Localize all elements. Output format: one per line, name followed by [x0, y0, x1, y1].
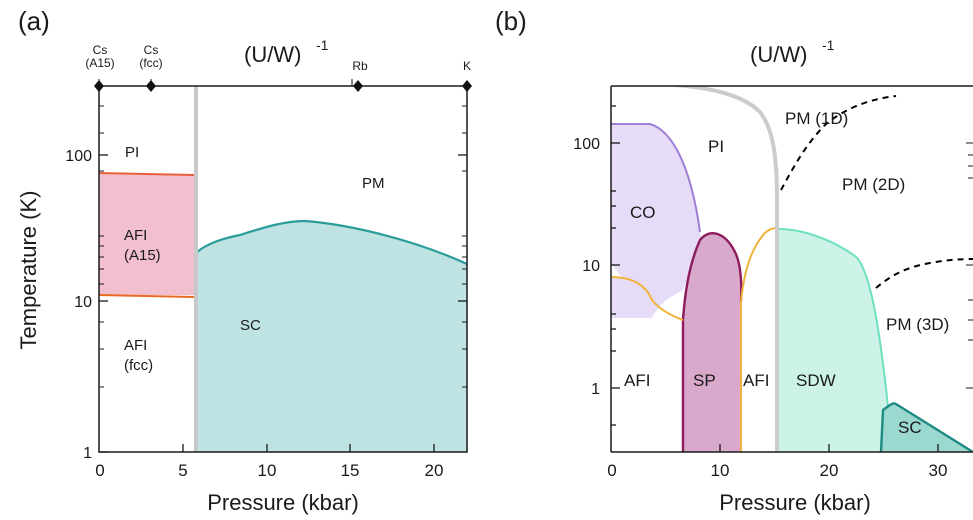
sc-region-fill — [197, 221, 467, 452]
x-axis-label-b: Pressure (kbar) — [719, 490, 871, 515]
top-axis-exponent-a: -1 — [316, 37, 329, 53]
x-tick-label-b-30: 30 — [929, 461, 948, 480]
region-label-pi-b: PI — [708, 137, 724, 156]
sdw-region-fill — [779, 229, 888, 452]
sc-region-fill-b — [881, 403, 973, 452]
y-axis-label-a: Temperature (K) — [16, 191, 41, 350]
afi-a15-region-fill — [99, 173, 195, 295]
panel-b-y-ticks — [611, 105, 620, 426]
region-sublabel-afi-a15: (A15) — [124, 247, 161, 264]
co-boundary-line — [611, 123, 701, 233]
y-tick-label-b-1: 1 — [591, 381, 600, 398]
x-tick-label-a-5: 5 — [178, 461, 187, 480]
top-marker-sublabel-cs-a15: (A15) — [85, 56, 114, 70]
x-tick-label-a-20: 20 — [425, 461, 444, 480]
panel-b: (b) (U/W) -1 — [495, 6, 973, 515]
x-tick-label-a-15: 15 — [341, 461, 360, 480]
region-label-sc-a: SC — [240, 317, 261, 334]
dimensional-crossover-1d-2d — [780, 95, 897, 191]
panel-a-y-major-ticks — [99, 154, 467, 453]
region-label-pm-2d: PM (2D) — [842, 175, 905, 194]
panel-b-right-ticks — [966, 142, 973, 389]
region-label-afi-b-left: AFI — [624, 371, 650, 390]
afi-a15-upper-boundary — [99, 172, 196, 176]
panel-b-lines — [611, 86, 973, 452]
top-axis-label-b: (U/W) — [750, 42, 807, 67]
dimensional-crossover-2d-3d — [875, 258, 973, 289]
top-marker-label-rb: Rb — [352, 59, 368, 73]
top-axis-label-a: (U/W) — [244, 42, 301, 67]
diamond-marker — [353, 80, 363, 92]
afi-a15-lower-boundary — [99, 294, 196, 298]
x-tick-label-b-10: 10 — [711, 461, 730, 480]
region-label-afi-a15: AFI — [124, 227, 147, 244]
sdw-boundary-line — [778, 228, 889, 408]
region-label-afi-b-middle: AFI — [743, 371, 769, 390]
sc-boundary-line — [196, 219, 467, 266]
top-markers-a: Cs (A15) Cs (fcc) Rb K — [85, 43, 472, 92]
top-axis-exponent-b: -1 — [822, 37, 835, 53]
y-tick-label-a-100: 100 — [65, 148, 92, 165]
panel-a-lines — [99, 86, 467, 452]
y-tick-label-a-1: 1 — [83, 445, 92, 462]
top-marker-label-cs-fcc: Cs — [144, 43, 159, 57]
diamond-marker — [462, 80, 472, 92]
co-lower-fill — [611, 232, 702, 318]
y-tick-label-a-10: 10 — [74, 294, 92, 311]
mott-boundary-line-b — [659, 86, 779, 452]
region-label-co: CO — [630, 203, 656, 222]
panel-b-fills — [611, 124, 973, 452]
co-region-fill — [611, 124, 700, 263]
region-label-sc-b: SC — [898, 418, 922, 437]
afi-left-boundary-line — [611, 276, 684, 321]
panel-a-x-ticks — [182, 444, 435, 452]
x-tick-label-b-20: 20 — [820, 461, 839, 480]
x-axis-label-a: Pressure (kbar) — [207, 490, 359, 515]
region-label-sdw: SDW — [796, 371, 836, 390]
x-tick-label-b-0: 0 — [607, 461, 616, 480]
panel-b-x-ticks — [719, 444, 939, 452]
region-label-pm-a: PM — [362, 175, 385, 192]
y-tick-label-b-100: 100 — [573, 136, 600, 153]
top-marker-sublabel-cs-fcc: (fcc) — [139, 56, 162, 70]
sp-region-fill — [683, 233, 742, 452]
panel-a: (a) — [16, 6, 472, 515]
y-tick-label-b-10: 10 — [582, 258, 600, 275]
region-label-pi-a: PI — [125, 144, 139, 161]
top-marker-label-cs-a15: Cs — [93, 43, 108, 57]
top-marker-label-k: K — [463, 59, 471, 73]
region-label-pm-3d: PM (3D) — [886, 315, 949, 334]
region-label-pm-1d: PM (1D) — [785, 109, 848, 128]
region-label-afi-fcc: AFI — [124, 337, 147, 354]
region-sublabel-afi-fcc: (fcc) — [124, 357, 153, 374]
x-tick-label-a-0: 0 — [95, 461, 104, 480]
sc-boundary-line-b — [879, 402, 973, 452]
panel-a-label: (a) — [18, 6, 50, 36]
region-label-sp: SP — [693, 371, 716, 390]
panel-b-label: (b) — [495, 6, 527, 36]
x-tick-label-a-10: 10 — [258, 461, 277, 480]
afi-middle-boundary-line — [740, 227, 778, 452]
panel-a-fills — [99, 173, 467, 452]
sp-boundary-line — [681, 232, 743, 452]
